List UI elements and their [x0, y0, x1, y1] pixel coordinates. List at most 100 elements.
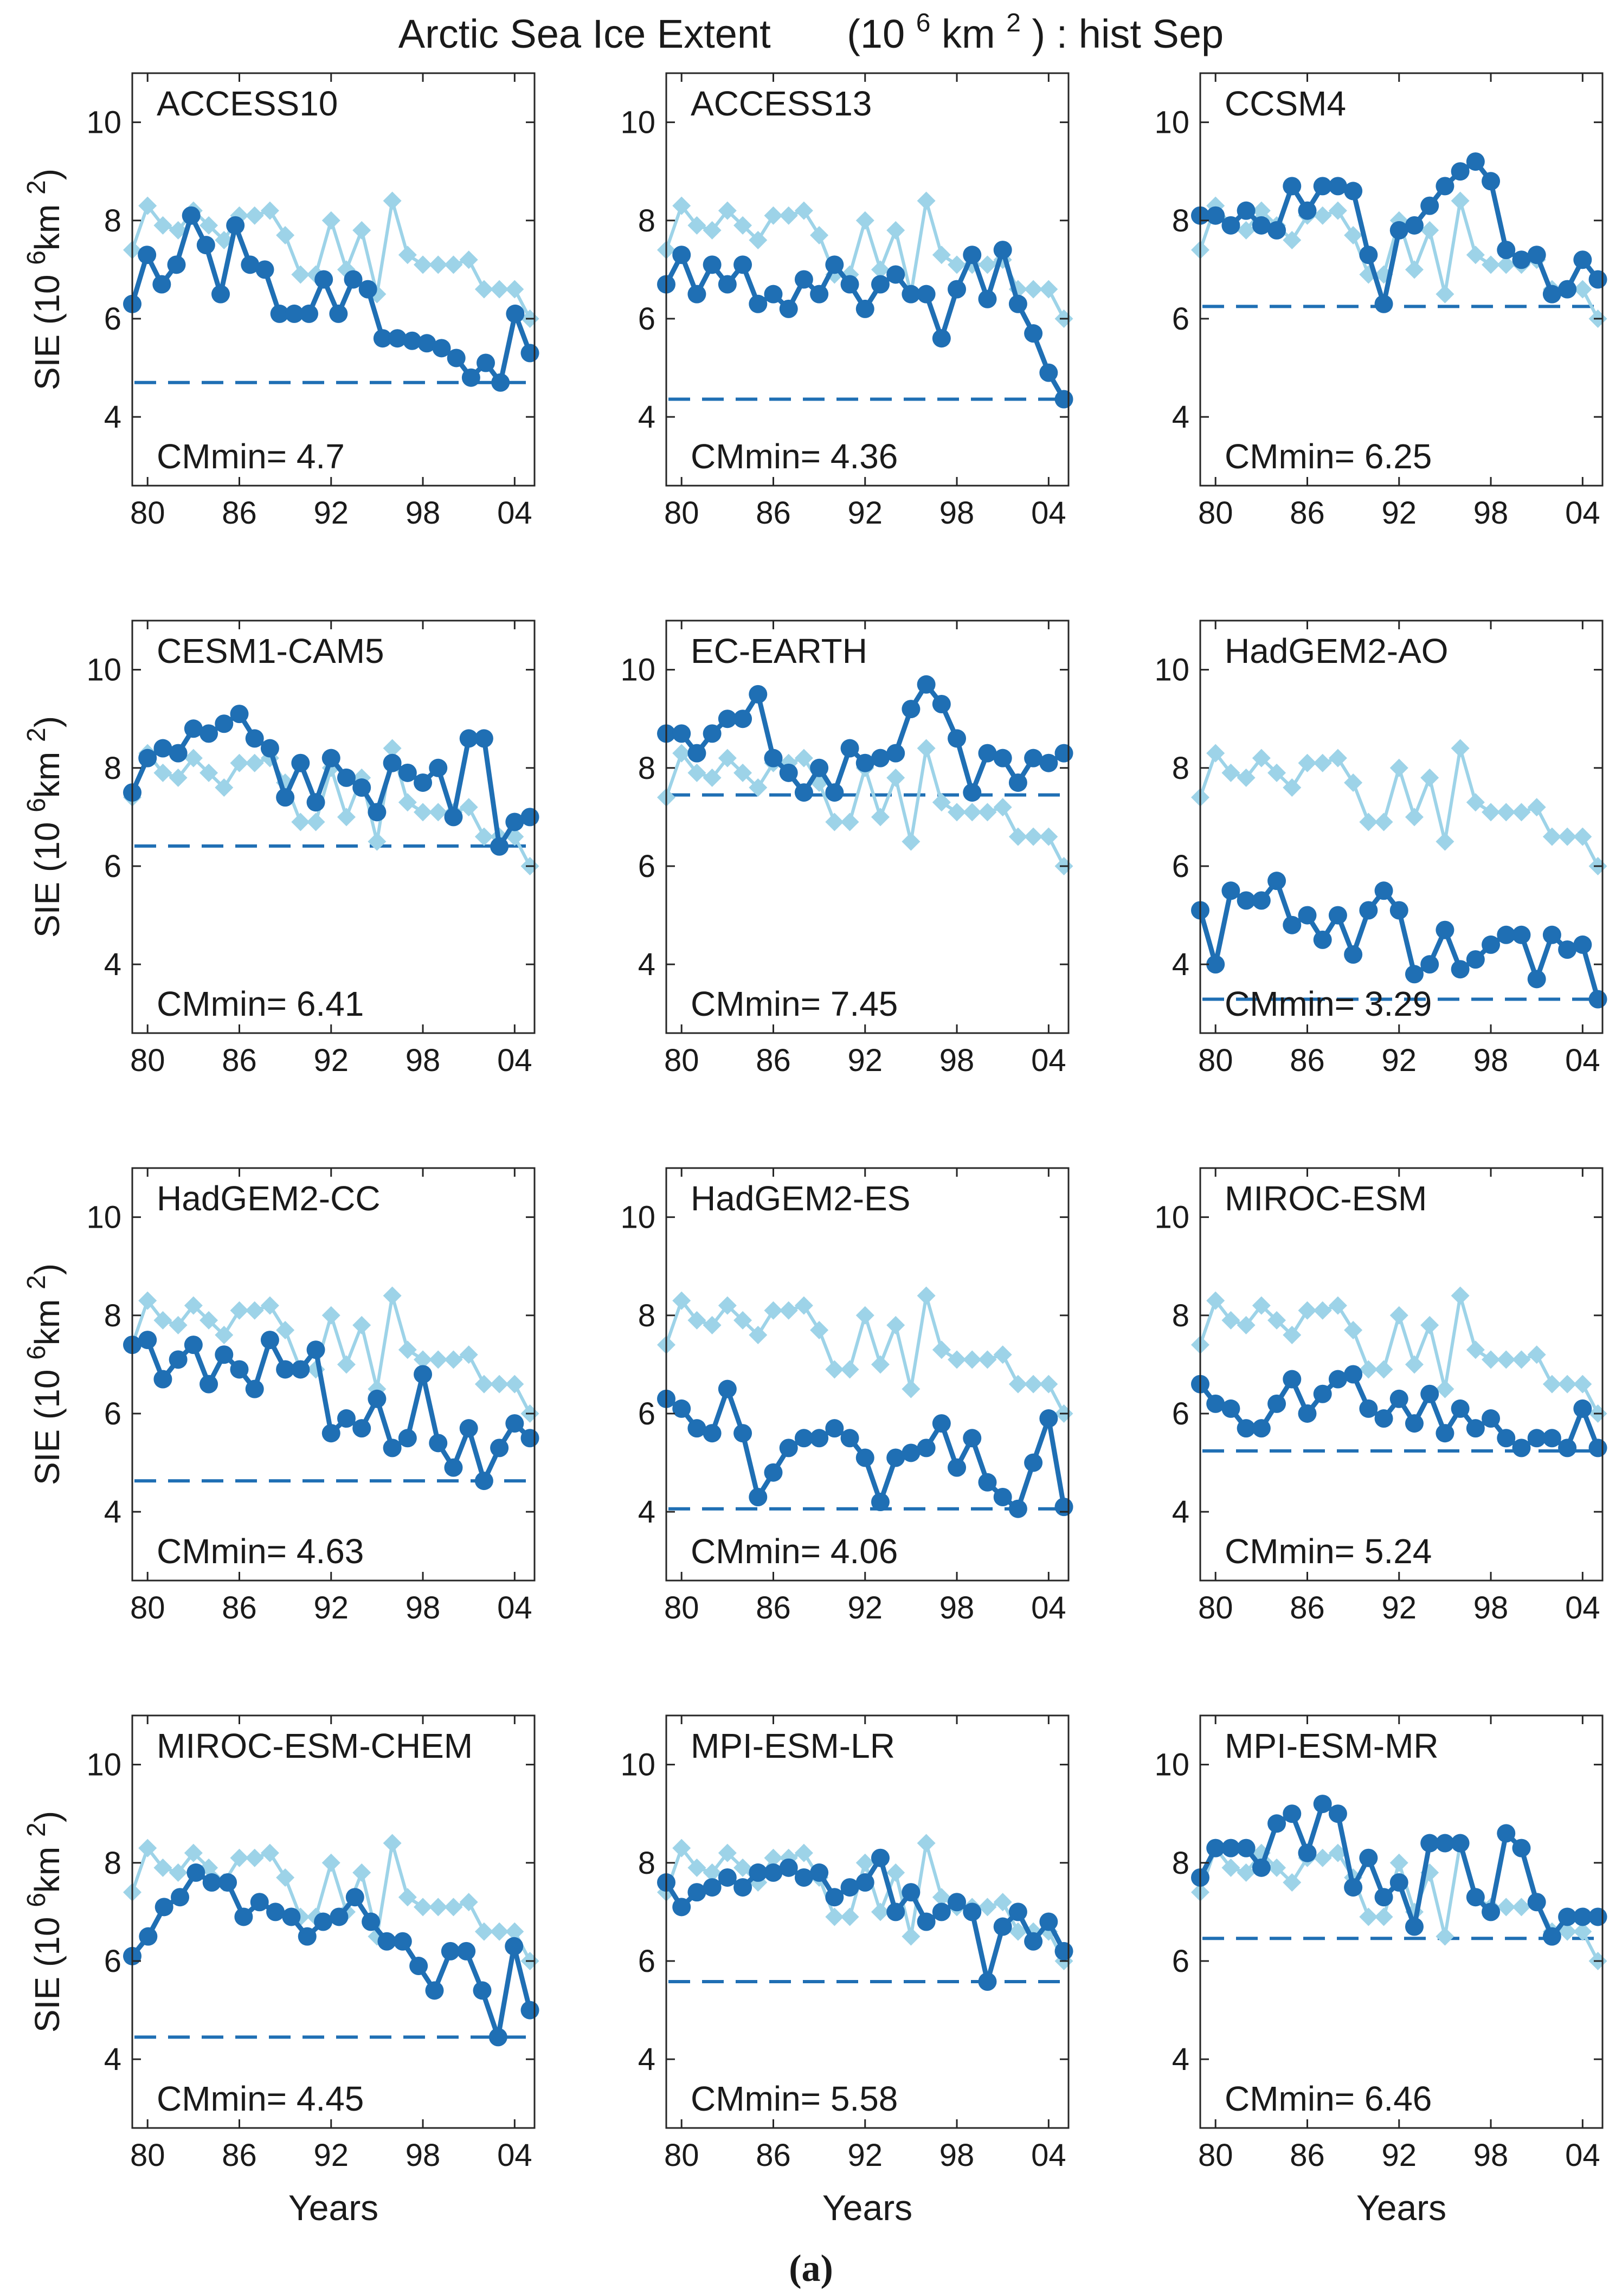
model-point	[1283, 1804, 1302, 1823]
observed-point	[352, 1315, 371, 1334]
model-point	[282, 1907, 301, 1926]
model-point	[932, 329, 951, 348]
observed-point	[840, 1360, 859, 1379]
panel-ccsm4: 4 6 8 10 80 86 92 98 04 CCSM4 CMmin= 6.25	[1154, 72, 1607, 531]
observed-point	[1573, 1922, 1592, 1941]
observed-point	[474, 280, 493, 299]
model-point	[1252, 1858, 1271, 1877]
y-tick-label: 8	[638, 1298, 655, 1333]
model-point	[932, 1902, 951, 1921]
model-point	[794, 1429, 813, 1448]
model-point	[1313, 177, 1332, 196]
observed-point	[825, 812, 844, 831]
x-tick-label: 92	[848, 495, 883, 531]
observed-point	[1283, 1326, 1302, 1345]
y-axis-label-part: 2	[22, 727, 51, 742]
observed-point	[672, 1291, 691, 1310]
model-point	[1008, 1902, 1027, 1921]
observed-point	[749, 778, 768, 797]
panel-ec-earth: 4 6 8 10 80 86 92 98 04 EC-EARTH CMmin= 7.45	[620, 620, 1073, 1078]
model-point	[488, 2028, 507, 2047]
model-point	[1328, 1370, 1347, 1389]
model-point	[1039, 363, 1058, 382]
observed-point	[153, 1858, 172, 1877]
model-point	[138, 246, 157, 265]
x-tick-label: 92	[314, 1590, 349, 1626]
y-tick-label: 4	[638, 1494, 655, 1530]
model-point	[1039, 1409, 1058, 1428]
observed-point	[1313, 753, 1332, 772]
model-point	[855, 299, 874, 318]
observed-point	[1497, 1898, 1516, 1917]
observed-point	[444, 255, 463, 274]
observed-point	[1359, 1360, 1378, 1379]
x-tick-label: 04	[1031, 1043, 1066, 1078]
model-point	[291, 1360, 310, 1379]
model-point	[417, 334, 436, 353]
observed-point	[383, 739, 402, 758]
observed-point	[810, 1320, 829, 1339]
model-point	[403, 331, 422, 350]
model-point	[1221, 1839, 1240, 1858]
y-tick-label: 4	[1172, 947, 1189, 982]
model-point	[250, 1893, 269, 1912]
model-point	[886, 265, 905, 284]
model-point	[414, 1365, 433, 1384]
y-tick-label: 10	[86, 1747, 121, 1783]
model-point	[1466, 1419, 1485, 1438]
model-point	[733, 255, 752, 274]
observed-point	[1512, 803, 1531, 822]
observed-point	[1374, 1360, 1393, 1379]
y-axis-label-part: SIE (10	[28, 812, 67, 938]
model-point	[171, 1888, 190, 1907]
x-tick-label: 04	[497, 1043, 532, 1078]
model-point	[1527, 1893, 1546, 1912]
model-point	[1389, 1389, 1408, 1408]
x-tick-label: 92	[848, 1590, 883, 1626]
y-tick-label: 4	[638, 2042, 655, 2077]
model-point	[993, 749, 1012, 768]
model-point	[1283, 1370, 1302, 1389]
cmmin-label: CMmin= 4.06	[691, 1532, 898, 1571]
model-name: HadGEM2-AO	[1225, 631, 1449, 670]
model-point	[794, 783, 813, 802]
model-point	[432, 339, 451, 358]
x-tick-label: 98	[406, 2138, 441, 2173]
observed-point	[245, 206, 264, 225]
panel-miroc-esm-chem: 4 6 8 10 80 86 92 98 04 MIROC-ESM-CHEM CMmin= 4.45…	[22, 1714, 539, 2228]
model-point	[1466, 950, 1485, 969]
observed-point	[169, 768, 188, 787]
x-tick-label: 98	[406, 495, 441, 531]
observed-point	[902, 1927, 921, 1946]
x-tick-label: 04	[1031, 1590, 1066, 1626]
model-point	[1344, 1365, 1363, 1384]
model-point	[764, 749, 783, 768]
observed-point	[1374, 812, 1393, 831]
model-point	[266, 1902, 285, 1921]
model-point	[1451, 1399, 1470, 1418]
observed-point	[1328, 1296, 1347, 1315]
y-tick-label: 8	[104, 203, 121, 238]
y-tick-label: 8	[104, 1298, 121, 1333]
y-axis-label-part: )	[28, 716, 67, 727]
model-point	[1267, 221, 1286, 240]
observed-point	[993, 798, 1012, 817]
model-point	[855, 1873, 874, 1892]
model-point	[345, 1888, 364, 1907]
observed-point	[153, 763, 172, 782]
model-point	[1573, 1907, 1592, 1926]
y-axis-label-part: km	[28, 1837, 67, 1893]
observed-point	[963, 1350, 982, 1369]
x-tick-label: 98	[1473, 1043, 1509, 1078]
y-tick-label: 10	[1154, 1200, 1189, 1235]
x-tick-label: 86	[756, 1043, 791, 1078]
model-point	[373, 329, 392, 348]
observed-point	[840, 1907, 859, 1926]
model-point	[993, 1917, 1012, 1936]
x-tick-label: 86	[222, 495, 257, 531]
model-point	[1206, 1394, 1225, 1413]
x-tick-label: 80	[130, 495, 165, 531]
observed-point	[749, 1326, 768, 1345]
observed-point	[871, 808, 890, 827]
y-tick-label: 6	[638, 849, 655, 884]
